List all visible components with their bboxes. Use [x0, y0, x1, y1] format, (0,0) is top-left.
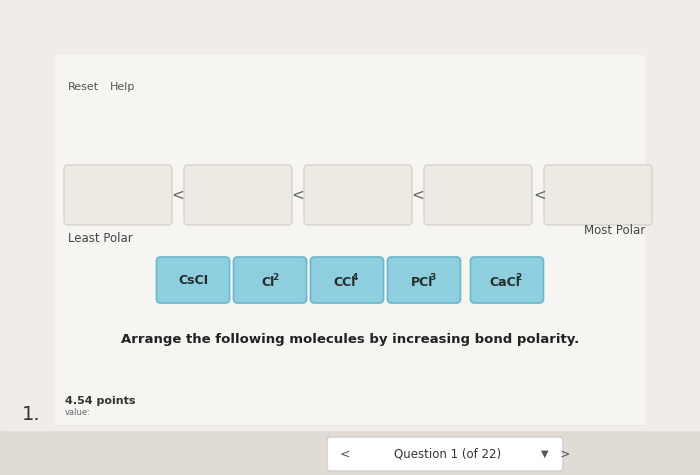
Bar [0, 430, 700, 475]
Text: >: > [560, 447, 570, 460]
FancyBboxPatch shape [184, 165, 292, 225]
FancyBboxPatch shape [234, 257, 307, 303]
Text: 1.: 1. [22, 405, 41, 424]
FancyBboxPatch shape [388, 257, 461, 303]
Text: Most Polar: Most Polar [584, 224, 645, 237]
Text: PCl: PCl [411, 276, 433, 288]
Text: CaCl: CaCl [489, 276, 520, 288]
Bar [55, 55, 645, 425]
Text: Cl: Cl [261, 276, 274, 288]
Text: Arrange the following molecules by increasing bond polarity.: Arrange the following molecules by incre… [121, 333, 579, 346]
FancyBboxPatch shape [311, 257, 384, 303]
FancyBboxPatch shape [424, 165, 532, 225]
FancyBboxPatch shape [157, 257, 230, 303]
Text: <: < [340, 447, 351, 460]
Text: 3: 3 [429, 273, 435, 282]
Text: Question 1 (of 22): Question 1 (of 22) [394, 447, 502, 460]
Text: 4.54 points: 4.54 points [65, 396, 136, 406]
FancyBboxPatch shape [327, 437, 563, 471]
FancyBboxPatch shape [64, 165, 172, 225]
Text: 2: 2 [515, 273, 521, 282]
FancyBboxPatch shape [304, 165, 412, 225]
Text: value:: value: [65, 408, 91, 417]
Text: Reset: Reset [68, 82, 99, 92]
Text: <: < [292, 188, 304, 202]
FancyBboxPatch shape [544, 165, 652, 225]
Text: CCl: CCl [334, 276, 356, 288]
Text: Least Polar: Least Polar [68, 232, 133, 245]
Text: 4: 4 [352, 273, 358, 282]
Text: <: < [412, 188, 424, 202]
Text: 2: 2 [272, 273, 279, 282]
Text: ▼: ▼ [541, 449, 549, 459]
Text: <: < [533, 188, 547, 202]
Text: <: < [172, 188, 184, 202]
Text: Help: Help [110, 82, 135, 92]
FancyBboxPatch shape [470, 257, 543, 303]
Text: CsCI: CsCI [178, 275, 208, 287]
